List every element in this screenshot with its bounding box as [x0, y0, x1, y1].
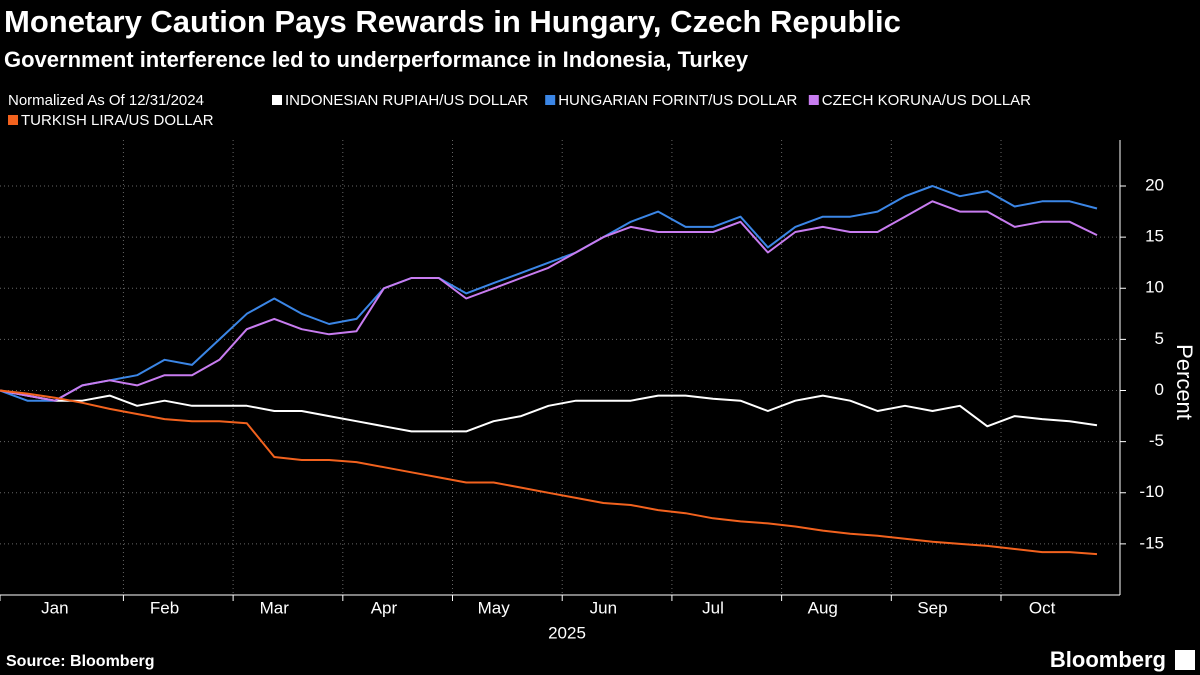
legend-label: INDONESIAN RUPIAH/US DOLLAR	[285, 92, 529, 109]
x-axis-label: 2025	[548, 623, 586, 642]
y-tick-label: -5	[1149, 431, 1164, 450]
legend-swatch	[272, 95, 282, 105]
series-line	[0, 185, 1098, 402]
legend-title: Normalized As Of 12/31/2024	[8, 92, 204, 109]
x-tick-label: Aug	[808, 598, 838, 617]
brand: Bloomberg	[1050, 647, 1166, 672]
y-tick-label: 20	[1145, 175, 1164, 194]
source: Source: Bloomberg	[6, 653, 154, 670]
x-tick-label: May	[478, 598, 511, 617]
legend-label: TURKISH LIRA/US DOLLAR	[21, 112, 214, 129]
x-tick-label: Jan	[41, 598, 68, 617]
y-tick-label: -15	[1139, 533, 1164, 552]
brand-icon	[1175, 650, 1195, 670]
legend-label: HUNGARIAN FORINT/US DOLLAR	[558, 92, 797, 109]
chart-subtitle: Government interference led to underperf…	[4, 47, 749, 72]
x-tick-label: Apr	[371, 598, 398, 617]
x-tick-label: Oct	[1029, 598, 1056, 617]
y-tick-label: -10	[1139, 482, 1164, 501]
y-tick-label: 0	[1155, 380, 1164, 399]
y-tick-label: 15	[1145, 227, 1164, 246]
series-line	[0, 389, 1098, 556]
x-tick-label: Jul	[702, 598, 724, 617]
y-tick-label: 5	[1155, 329, 1164, 348]
legend-swatch	[545, 95, 556, 105]
x-tick-label: Mar	[260, 598, 290, 617]
x-tick-label: Sep	[917, 598, 947, 617]
y-tick-label: 10	[1145, 278, 1164, 297]
legend-label: CZECH KORUNA/US DOLLAR	[822, 92, 1031, 109]
legend-swatch	[808, 95, 819, 105]
x-tick-label: Feb	[150, 598, 179, 617]
legend-swatch	[8, 115, 18, 125]
chart-title: Monetary Caution Pays Rewards in Hungary…	[4, 4, 901, 39]
y-axis-label: Percent	[1172, 344, 1197, 420]
series-line	[0, 200, 1098, 402]
x-tick-label: Jun	[590, 598, 617, 617]
series-line	[0, 389, 1098, 433]
